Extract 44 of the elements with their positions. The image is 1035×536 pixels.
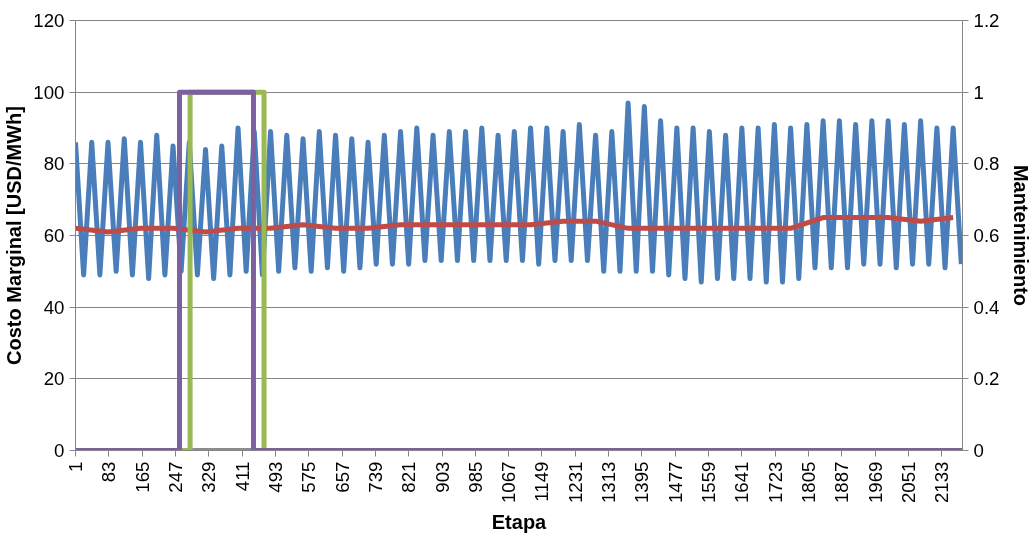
x-tick-label: 1805	[798, 461, 819, 503]
x-tick-label: 1723	[764, 461, 786, 503]
x-tick-label: 1477	[664, 461, 686, 503]
x-tick-label: 1231	[564, 461, 586, 503]
x-tick-label: 1887	[831, 461, 853, 503]
x-tick-label: 329	[198, 461, 220, 493]
x-tick-label: 903	[431, 461, 453, 493]
y-tick-label: 100	[33, 81, 65, 103]
x-tick-label: 1	[65, 461, 86, 472]
y-tick-label: 40	[43, 296, 65, 318]
y-tick-label: 120	[33, 10, 65, 31]
x-tick-label: 493	[264, 461, 286, 493]
y2-tick-label: 0	[973, 440, 984, 461]
x-tick-label: 1559	[698, 461, 720, 503]
x-tick-label: 657	[331, 461, 353, 493]
y-tick-label: 0	[54, 440, 65, 461]
x-tick-label: 985	[464, 461, 486, 493]
x-tick-label: 1395	[631, 461, 653, 503]
x-tick-label: 1149	[531, 461, 553, 502]
x-tick-label: 1969	[864, 461, 886, 503]
y2-tick-label: 0.2	[973, 368, 1000, 390]
x-tick-label: 411	[231, 461, 253, 492]
x-tick-label: 247	[164, 461, 186, 493]
y2-tick-label: 1	[973, 81, 984, 103]
y-tick-label: 80	[43, 153, 65, 175]
x-tick-label: 1067	[498, 461, 520, 503]
x-tick-label: 165	[131, 461, 153, 493]
y2-tick-label: 0.4	[973, 296, 1000, 318]
x-tick-label: 821	[398, 461, 420, 493]
x-tick-label: 2051	[897, 461, 919, 503]
x-tick-label: 83	[98, 461, 120, 483]
y-tick-label: 60	[43, 225, 65, 246]
y-tick-label: 20	[43, 368, 65, 390]
x-tick-label: 575	[298, 461, 320, 493]
y-axis-title: Costo Marginal [USD/MWh]	[3, 106, 26, 365]
y2-tick-label: 1.2	[973, 10, 1000, 31]
x-tick-label: 1313	[598, 461, 620, 503]
x-tick-label: 1641	[731, 461, 753, 503]
x-tick-label: 739	[364, 461, 386, 493]
x-axis-title: Etapa	[491, 511, 548, 533]
y2-axis-title: Mantenimiento	[1010, 164, 1033, 307]
y2-tick-label: 0.8	[973, 153, 1000, 175]
y2-tick-label: 0.6	[973, 225, 1000, 246]
x-tick-label: 2133	[931, 461, 953, 503]
